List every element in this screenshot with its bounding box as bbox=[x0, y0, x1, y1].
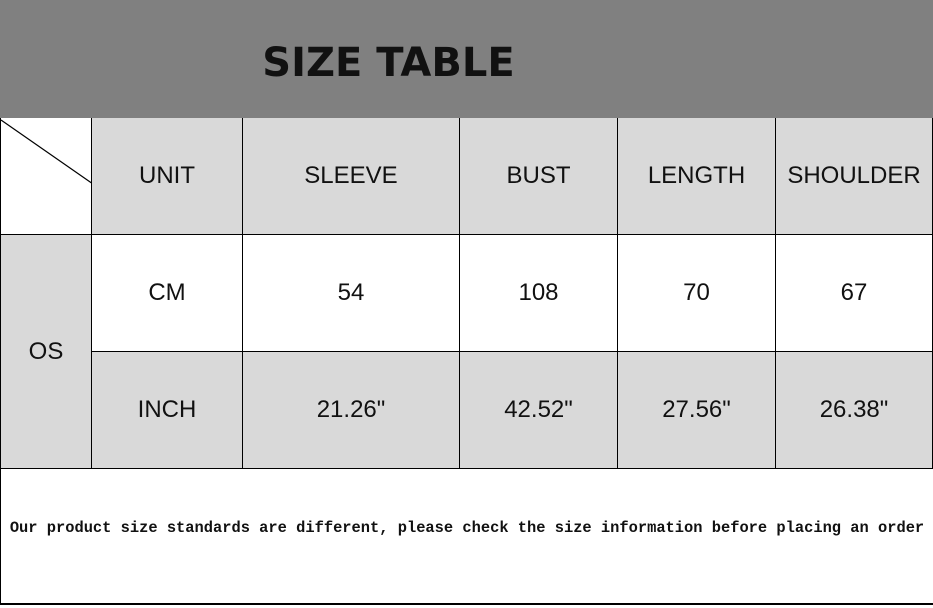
table-cell: 26.38" bbox=[776, 352, 933, 469]
cell-text: INCH bbox=[137, 396, 197, 423]
header-cell: SHOULDER bbox=[776, 118, 933, 235]
header-cell: LENGTH bbox=[618, 118, 776, 235]
header-cell: BUST bbox=[460, 118, 618, 235]
cell-text: BUST bbox=[506, 162, 571, 189]
table-cell: INCH bbox=[92, 352, 243, 469]
cell-text: 42.52" bbox=[504, 396, 573, 423]
cell-text: SHOULDER bbox=[787, 162, 921, 189]
table-cell: 54 bbox=[243, 235, 460, 352]
table-cell: CM bbox=[92, 235, 243, 352]
cell-text: LENGTH bbox=[647, 162, 746, 189]
table-cell: 27.56" bbox=[618, 352, 776, 469]
footer-note: Our product size standards are different… bbox=[9, 519, 925, 537]
footer: Our product size standards are different… bbox=[0, 469, 933, 605]
cell-text: CM bbox=[148, 279, 186, 306]
table-cell: 67 bbox=[776, 235, 933, 352]
cell-text: OS bbox=[28, 337, 64, 365]
table-cell: 108 bbox=[460, 235, 618, 352]
cell-text: 70 bbox=[683, 279, 710, 306]
table-cell: 70 bbox=[618, 235, 776, 352]
cell-text: 21.26" bbox=[316, 396, 386, 423]
table-cell: 21.26" bbox=[243, 352, 460, 469]
page-title: SIZE TABLE bbox=[262, 40, 515, 86]
diagonal-line bbox=[1, 119, 93, 185]
corner-cell bbox=[0, 118, 93, 235]
cell-text: UNIT bbox=[139, 162, 195, 189]
title-band bbox=[0, 0, 933, 118]
table-cell: 42.52" bbox=[460, 352, 618, 469]
cell-text: 54 bbox=[337, 279, 365, 306]
header-cell: SLEEVE bbox=[243, 118, 460, 235]
cell-text: 108 bbox=[518, 279, 559, 306]
cell-text: 67 bbox=[840, 279, 868, 306]
cell-text: SLEEVE bbox=[304, 162, 398, 189]
header-cell: UNIT bbox=[92, 118, 243, 235]
size-cell: OS bbox=[0, 235, 92, 469]
cell-text: 27.56" bbox=[662, 396, 731, 423]
cell-text: 26.38" bbox=[819, 396, 889, 423]
